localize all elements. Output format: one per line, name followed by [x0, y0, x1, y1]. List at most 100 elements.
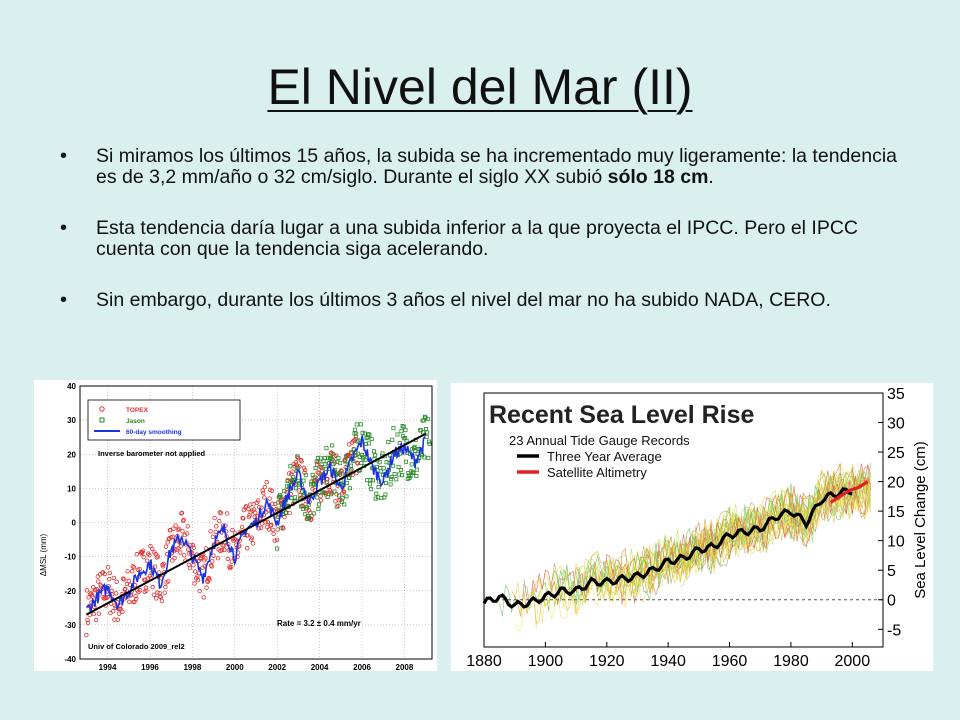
topex-point — [122, 587, 127, 592]
y-tick-label: 0 — [72, 519, 77, 528]
topex-point — [184, 531, 190, 536]
jason-point — [323, 462, 328, 467]
topex-point — [143, 585, 149, 590]
topex-point — [185, 524, 190, 529]
topex-point — [195, 577, 201, 583]
topex-point — [245, 546, 250, 551]
topex-point — [147, 573, 153, 579]
topex-point — [203, 556, 208, 561]
jason-point — [367, 482, 372, 487]
x-tick-label: 1998 — [183, 663, 201, 671]
topex-point — [191, 563, 196, 568]
topex-point — [170, 534, 176, 540]
jason-point — [396, 464, 401, 469]
topex-point — [162, 590, 167, 595]
y-tick-label: 30 — [67, 416, 76, 425]
topex-point — [172, 555, 177, 561]
jason-point — [343, 454, 348, 459]
topex-point — [131, 565, 137, 570]
legend-label-three-year: Three Year Average — [547, 449, 662, 464]
legend-box — [87, 399, 241, 441]
topex-point — [178, 544, 184, 549]
jason-point — [296, 478, 301, 483]
topex-point — [254, 500, 260, 506]
y-tick-label: -10 — [64, 553, 76, 562]
topex-point — [233, 537, 238, 542]
topex-point — [204, 585, 209, 590]
jason-point — [414, 467, 419, 472]
topex-point — [213, 529, 218, 535]
topex-point — [197, 588, 202, 594]
topex-point — [302, 467, 308, 473]
jason-point — [371, 449, 376, 454]
jason-point — [324, 446, 329, 451]
jason-point — [284, 484, 289, 489]
topex-point — [140, 548, 146, 553]
y-tick-labels: -5 0 5 10 15 20 25 30 35 — [878, 386, 905, 639]
topex-point — [170, 558, 175, 563]
topex-point — [316, 470, 322, 476]
trend-line — [85, 432, 427, 616]
jason-point — [354, 431, 359, 436]
jason-point — [294, 486, 299, 491]
topex-point — [207, 577, 212, 582]
topex-point — [269, 522, 274, 528]
x-tick-label: 1880 — [466, 653, 502, 670]
topex-point — [127, 599, 132, 604]
y-tick-label: 0 — [887, 593, 896, 610]
topex-point — [86, 595, 91, 600]
y-tick-label: 15 — [887, 504, 905, 521]
y-tick-label: 35 — [887, 386, 905, 403]
jason-point — [390, 463, 395, 468]
topex-point — [93, 617, 99, 623]
topex-point — [150, 546, 155, 552]
topex-point — [91, 611, 97, 617]
topex-point — [173, 523, 178, 528]
jason-point — [359, 461, 364, 466]
jason-point — [331, 462, 336, 467]
y-tick-label: 25 — [887, 445, 905, 462]
y-tick-label: 30 — [887, 416, 905, 433]
chart-title: Recent Sea Level Rise — [489, 401, 755, 429]
jason-point — [328, 456, 333, 461]
jason-point — [427, 441, 432, 446]
topex-point — [284, 489, 289, 495]
smoothing-line — [85, 435, 426, 613]
legend-label-smoothing: 60-day smoothing — [126, 429, 182, 436]
legend-label-jason: Jason — [126, 418, 145, 425]
jason-point — [337, 493, 342, 498]
jason-point — [325, 480, 330, 485]
y-axis-label: ΔMSL (mm) — [39, 533, 48, 576]
jason-point — [374, 491, 379, 496]
topex-point — [258, 525, 264, 531]
topex-point — [150, 584, 155, 590]
jason-point — [279, 526, 284, 531]
topex-point — [297, 492, 303, 498]
topex-point — [250, 541, 256, 546]
y-tick-label: -40 — [64, 655, 76, 664]
jason-point — [316, 507, 321, 512]
topex-point — [85, 617, 90, 623]
jason-point — [338, 461, 343, 466]
jason-point — [404, 459, 409, 464]
topex-point — [259, 505, 264, 510]
topex-point — [144, 588, 149, 593]
x-tick-label: 1940 — [650, 653, 686, 670]
x-tick-label: 1960 — [712, 653, 748, 670]
topex-point — [155, 590, 160, 595]
jason-point — [400, 424, 405, 429]
chart-background — [451, 383, 933, 671]
topex-point — [129, 569, 135, 574]
jason-point — [422, 455, 427, 460]
jason-point — [400, 473, 405, 478]
topex-point — [137, 588, 143, 593]
topex-point — [324, 490, 329, 496]
topex-point — [151, 592, 157, 598]
topex-point — [299, 459, 304, 464]
topex-point — [349, 467, 354, 472]
jason-point — [381, 466, 386, 471]
topex-point — [253, 510, 258, 516]
jason-point — [378, 469, 383, 474]
topex-point — [107, 570, 113, 576]
topex-point — [230, 527, 235, 533]
